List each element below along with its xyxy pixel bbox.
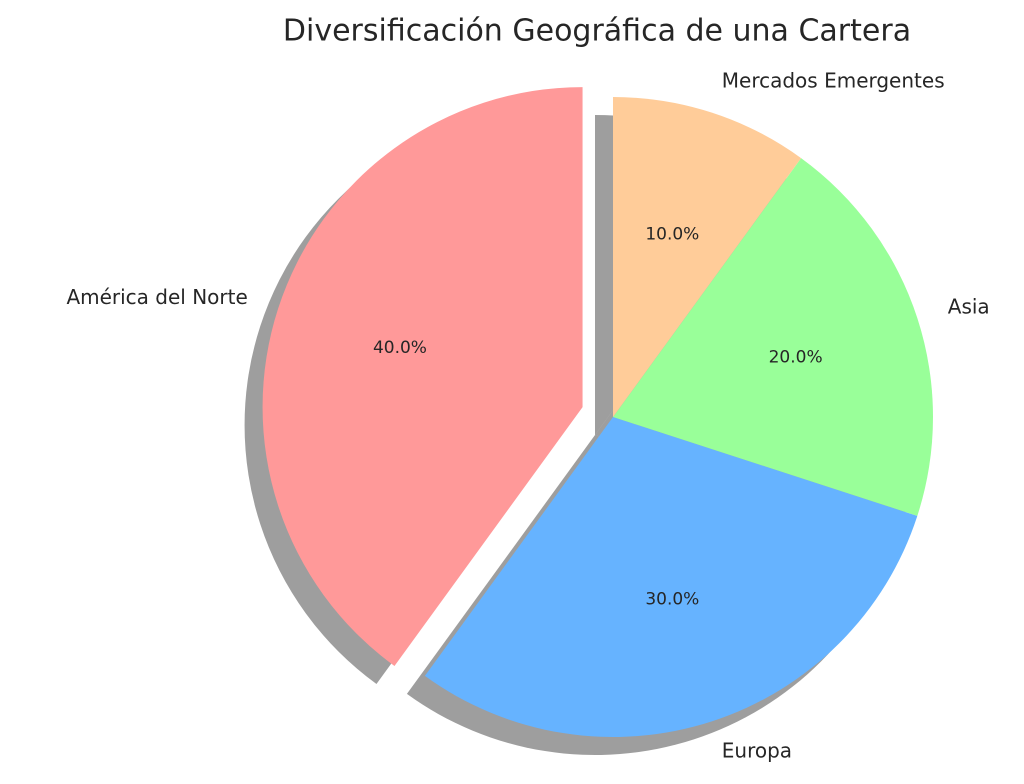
slice-label: Europa (722, 738, 792, 762)
chart-title: Diversificación Geográfica de una Carter… (283, 14, 911, 49)
slice-label: Asia (948, 295, 990, 319)
pie-slice (424, 417, 918, 738)
slice-label: América del Norte (66, 285, 247, 309)
pie-slice (613, 158, 933, 516)
value-label: 10.0% (645, 224, 699, 244)
pie-slice (262, 87, 583, 666)
value-label: 20.0% (769, 348, 823, 368)
value-label: 30.0% (645, 590, 699, 610)
value-label: 40.0% (373, 338, 427, 358)
slice-label: Mercados Emergentes (722, 69, 945, 93)
pie-slice (613, 97, 802, 417)
